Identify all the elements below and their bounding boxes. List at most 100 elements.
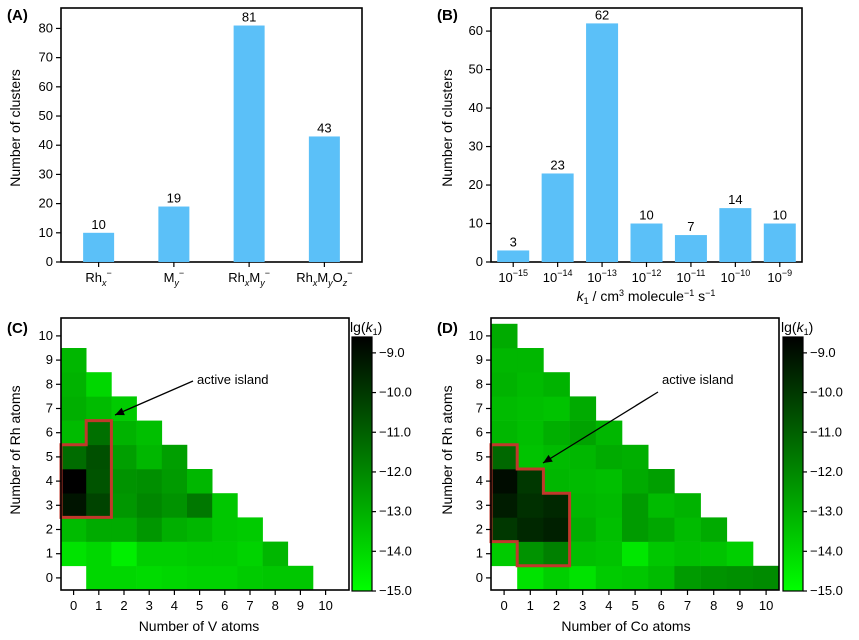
x-tick-label: 4 [605,598,612,613]
heatmap-cell [136,420,163,446]
heatmap-cell [700,541,728,567]
heatmap-cell [517,565,544,591]
colorbar-tick-label: −11.0 [379,424,411,439]
heatmap-cell [491,348,518,373]
x-tick-label: 10−13 [587,268,617,285]
y-tick-label: 10 [469,216,483,231]
heatmap-cell [517,396,544,421]
colorbar-tick-label: −13.0 [379,504,412,519]
colorbar-tick-label: −14.0 [810,543,843,558]
annotation-arrowhead [543,454,553,463]
x-tick-label: 8 [710,598,717,613]
heatmap-cell [753,565,780,591]
heatmap-cell [86,420,112,446]
heatmap-cell [543,493,570,518]
heatmap-cell [700,565,728,591]
annotation-text: active island [662,372,734,387]
heatmap-cell [517,444,544,470]
heatmap-cell [543,420,570,446]
heatmap-cell [726,565,754,591]
heatmap-cell [187,565,213,591]
panel-a: (A) Number of clusters 0 10 20 30 40 50 60 70 80… [7,7,363,288]
y-axis-title-c: Number of Rh atoms [7,385,23,514]
x-axis-title-d: Number of Co atoms [561,618,690,634]
heatmap-cell [491,420,518,446]
plot-frame [60,317,350,591]
x-tick-label: 9 [736,598,743,613]
x-tick-label: RhxMy− [228,268,270,288]
y-tick-label: 2 [476,522,483,537]
x-tick-label: 7 [684,598,691,613]
colorbar-tick-label: −9.0 [810,345,836,360]
annotation-arrow [542,391,659,464]
heatmap-cell [212,493,238,518]
heatmap-cell [491,517,518,542]
data-label: 14 [728,192,742,207]
y-tick-label: 9 [46,352,53,367]
heatmap-cell [674,493,701,518]
y-tick-label: 1 [476,546,483,561]
heatmap-cell [161,565,188,591]
x-tick-label: 1 [95,598,102,613]
heatmap-cell [136,565,163,591]
y-tick-label: 3 [476,497,483,512]
heatmap-cell [136,541,163,567]
x-tick-label: 6 [658,598,665,613]
data-label: 3 [510,234,517,249]
heatmap-cell [622,565,649,591]
colorbar-tick-label: −12.0 [379,464,412,479]
x-tick-label: 8 [272,598,279,613]
heatmap-cell [111,396,137,421]
bar [674,235,707,262]
y-axis-title-d: Number of Rh atoms [439,385,455,514]
x-tick-label: 9 [297,598,304,613]
x-tick-label: 3 [146,598,153,613]
heatmap-cell [237,565,263,591]
heatmap-cell [648,469,675,494]
heatmap-cell [622,541,649,567]
y-tick-label: 4 [476,473,483,488]
x-tick-label: 10−9 [767,268,792,285]
heatmap-cell [491,396,518,421]
heatmap-cell [491,469,518,494]
data-label: 10 [773,208,787,223]
colorbar [782,336,804,592]
bar [630,223,663,262]
heatmap-cell [237,517,263,542]
heatmap-cell [517,517,544,542]
bar [541,173,574,262]
y-tick-label: 80 [39,20,53,35]
bar [497,250,530,262]
x-tick-label: 2 [120,598,127,613]
heatmap-cell [111,493,137,518]
heatmap-cell [61,493,87,518]
data-label: 10 [91,217,105,232]
x-tick-label: Rhx− [85,268,111,288]
heatmap-cell [491,323,518,349]
x-tick-label: 1 [527,598,534,613]
heatmap-cell [595,565,623,591]
heatmap-cell [161,469,188,494]
x-tick-label: 10−12 [632,268,662,285]
heatmap-cell [648,541,675,567]
x-tick-label: 10−14 [543,268,573,285]
colorbar-tick-label: −15.0 [810,583,843,598]
y-tick-label: 20 [39,196,53,211]
x-tick-label: 2 [553,598,560,613]
x-tick-label: 3 [579,598,586,613]
heatmap-cell [543,517,570,542]
bar [763,223,796,262]
heatmap-cell [86,493,112,518]
heatmap-cell [622,444,649,470]
y-axis-title-b: Number of clusters [439,69,455,186]
heatmap-cell [111,565,137,591]
annotation-arrowhead [115,407,125,416]
heatmap-cell [136,493,163,518]
y-tick-label: 10 [469,328,483,343]
heatmap-cell [595,541,623,567]
heatmap-cell [517,348,544,373]
x-tick-label: 4 [171,598,178,613]
y-tick-label: 0 [476,570,483,585]
y-tick-label: 20 [469,177,483,192]
